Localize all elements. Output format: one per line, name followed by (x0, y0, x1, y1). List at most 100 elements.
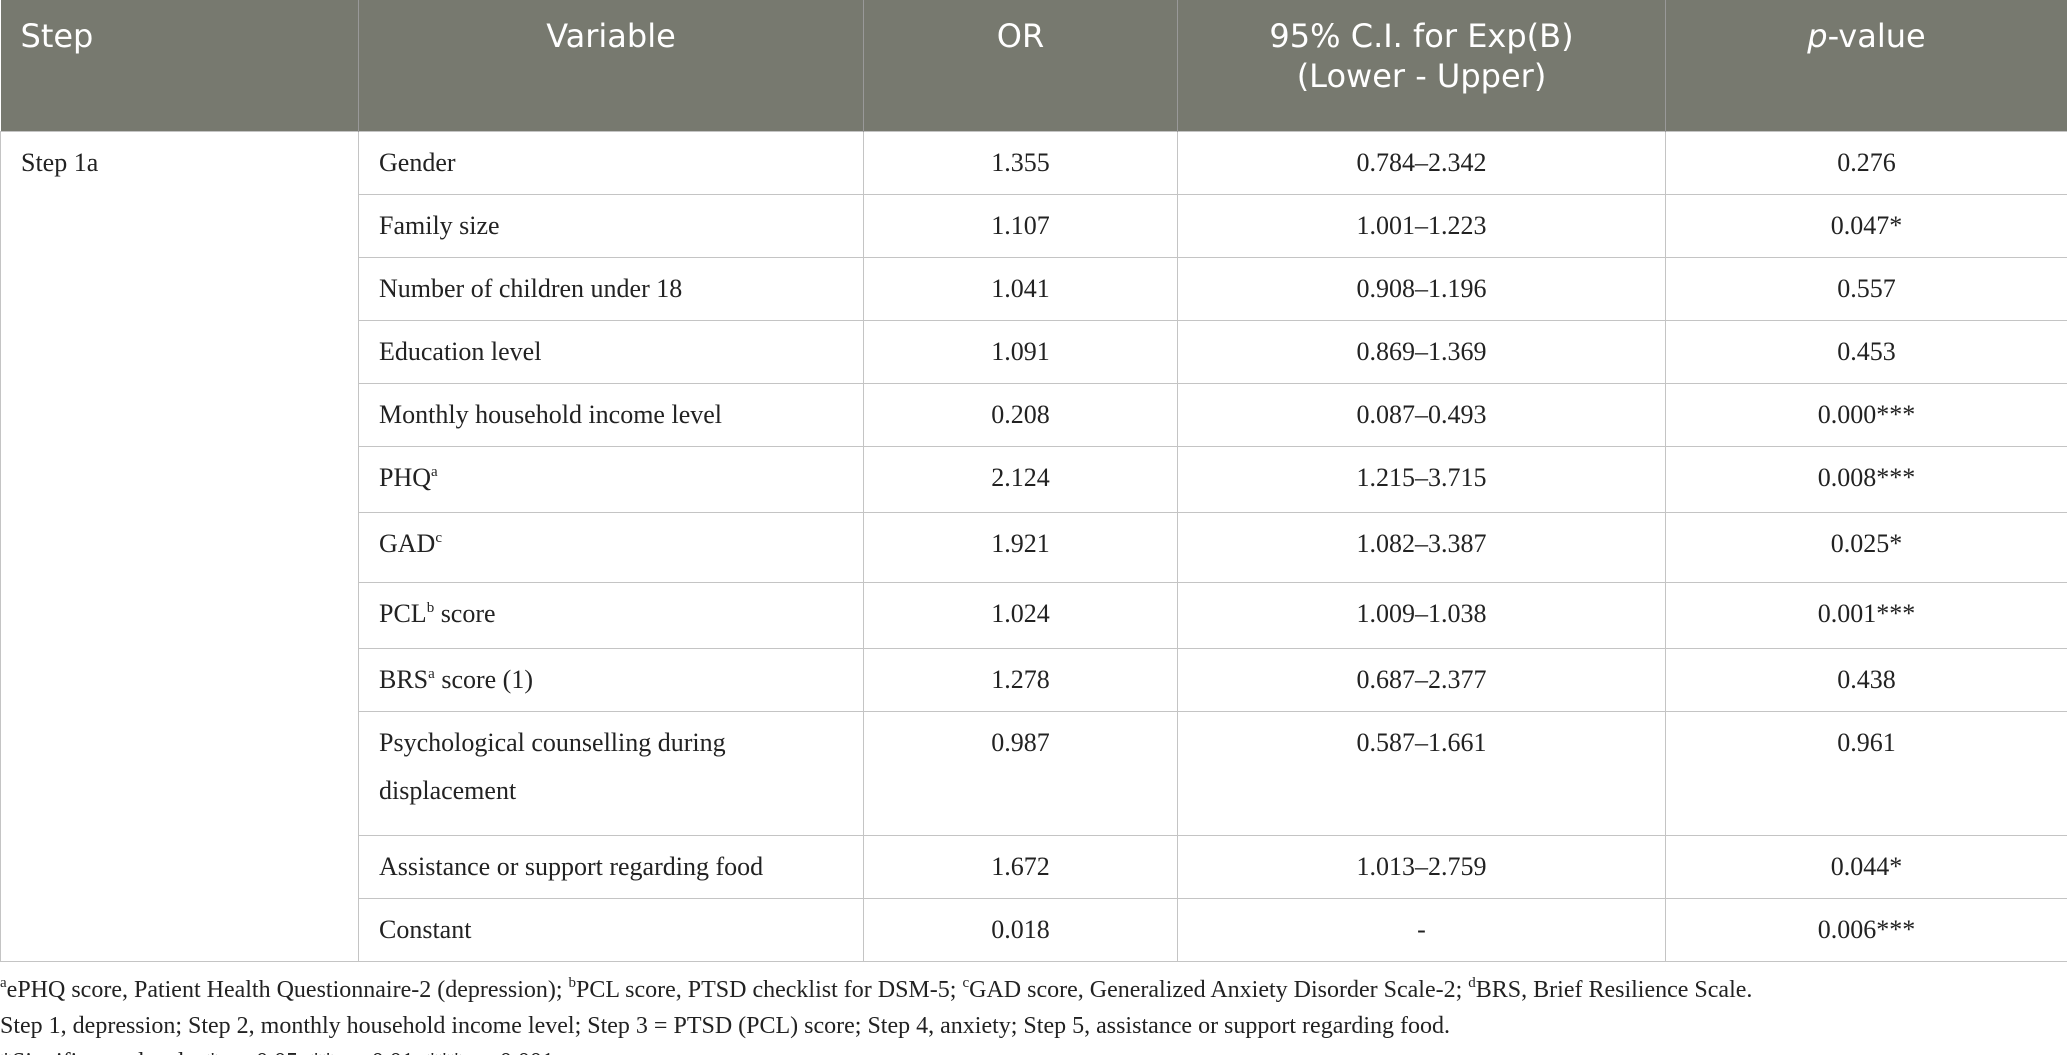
text-line: (Lower - Upper) (1296, 57, 1547, 95)
variable-text: Family size (379, 202, 819, 250)
text: -value (1827, 17, 1926, 55)
variable-cell: Gender (358, 131, 864, 195)
ci-cell: 1.082–3.387 (1177, 512, 1666, 583)
or-cell: 1.921 (863, 512, 1178, 583)
text: Assistance or support regarding food (379, 852, 764, 881)
p-cell: 0.557 (1665, 257, 2067, 321)
text: Number of children under 18 (379, 274, 683, 303)
italic: p (334, 1049, 346, 1055)
superscript: b (426, 600, 435, 616)
variable-text: Monthly household income level (379, 391, 819, 439)
or-cell: 1.024 (863, 582, 1178, 649)
superscript: a (431, 464, 438, 480)
italic: p (462, 1049, 474, 1055)
variable-cell: Assistance or support regarding food (358, 835, 864, 899)
or-cell: 1.107 (863, 194, 1178, 258)
text: *Significance levels: * (0, 1049, 219, 1055)
p-cell: 0.961 (1665, 711, 2067, 836)
variable-cell: Constant (358, 898, 864, 962)
footnote: Step 1, depression; Step 2, monthly hous… (0, 1008, 2067, 1044)
variable-cell: Number of children under 18 (358, 257, 864, 321)
text: Step (20, 17, 94, 55)
ci-cell: 1.013–2.759 (1177, 835, 1666, 899)
ci-cell: - (1177, 898, 1666, 962)
variable-header: Variable (358, 0, 864, 132)
table-row: BRSa score (1) 1.278 0.687–2.377 0.438 (1, 648, 2067, 712)
or-cell: 0.987 (863, 711, 1178, 836)
text: Constant (379, 915, 472, 944)
table-row: Education level 1.091 0.869–1.369 0.453 (1, 320, 2067, 384)
text: Family size (379, 211, 500, 240)
variable-cell: BRSa score (1) (358, 648, 864, 712)
table-row: Assistance or support regarding food 1.67… (1, 835, 2067, 899)
ci-cell: 1.215–3.715 (1177, 446, 1666, 513)
superscript: a (0, 975, 7, 991)
ci-cell: 0.087–0.493 (1177, 383, 1666, 447)
variable-text: Education level (379, 328, 819, 376)
variable-text: BRSa score (1) (379, 656, 819, 704)
or-cell: 0.208 (863, 383, 1178, 447)
variable-text: Constant (379, 906, 819, 954)
text: < 0.05, ** (231, 1049, 335, 1055)
ci-cell: 1.001–1.223 (1177, 194, 1666, 258)
superscript: d (1468, 975, 1476, 991)
italic: p (1807, 17, 1828, 55)
p-cell: 0.453 (1665, 320, 2067, 384)
table-row: PHQa 2.124 1.215–3.715 0.008*** (1, 446, 2067, 513)
ci-cell: 0.869–1.369 (1177, 320, 1666, 384)
text: Education level (379, 337, 542, 366)
ci-cell: 0.908–1.196 (1177, 257, 1666, 321)
ci-cell: 0.784–2.342 (1177, 131, 1666, 195)
variable-cell: Psychological counselling during displac… (358, 711, 864, 836)
p-cell: 0.001*** (1665, 582, 2067, 649)
step-header: Step (0, 0, 359, 132)
text: BRS (379, 665, 429, 694)
variable-text: Gender (379, 139, 819, 187)
variable-text: PCLb score (379, 590, 819, 638)
footnote: aePHQ score, Patient Health Questionnair… (0, 972, 2067, 1008)
p-cell: 0.025* (1665, 512, 2067, 583)
p-header: p-value (1665, 0, 2067, 132)
or-cell: 1.091 (863, 320, 1178, 384)
p-cell: 0.047* (1665, 194, 2067, 258)
text: score (1) (434, 665, 534, 694)
italic: p (219, 1049, 231, 1055)
superscript: c (962, 975, 970, 991)
text: PCL (379, 599, 427, 628)
variable-cell: Family size (358, 194, 864, 258)
table-row: Step 1a Gender 1.355 0.784–2.342 0.276 (0, 131, 2067, 962)
p-cell: 0.044* (1665, 835, 2067, 899)
or-cell: 2.124 (863, 446, 1178, 513)
or-cell: 1.355 (863, 131, 1178, 195)
or-cell: 0.018 (863, 898, 1178, 962)
variable-text: GADc (379, 520, 819, 568)
table-row: Constant 0.018-0.006*** (1, 898, 2067, 962)
p-cell: 0.008*** (1665, 446, 2067, 513)
text: ePHQ score, Patient Health Questionnaire… (6, 977, 569, 1003)
variable-cell: GADc (358, 512, 864, 583)
text: Psychological counselling during displac… (379, 728, 726, 805)
variable-cell: Education level (358, 320, 864, 384)
variable-cell: PCLb score (358, 582, 864, 649)
text: PHQ (379, 463, 432, 492)
text-line: 95% C.I. for Exp(B) (1269, 17, 1574, 55)
p-cell: 0.276 (1665, 131, 2067, 195)
text: score (434, 599, 496, 628)
table-body: Step 1a Gender 1.355 0.784–2.342 0.276 Family… (0, 131, 2067, 962)
results-table: Step Variable OR 95% C.I. for Exp(B) (Lower … (0, 0, 2067, 962)
header-row: Step Variable OR 95% C.I. for Exp(B) (Lower … (0, 0, 2067, 132)
step-cell: Step 1a (0, 131, 359, 962)
variable-text: Number of children under 18 (379, 265, 819, 313)
text: PCL score, PTSD checklist for DSM-5; (576, 977, 963, 1003)
ci-cell: 0.587–1.661 (1177, 711, 1666, 836)
ci-header: 95% C.I. for Exp(B) (Lower - Upper) (1177, 0, 1666, 132)
variable-text: Assistance or support regarding food (379, 843, 819, 891)
p-cell: 0.438 (1665, 648, 2067, 712)
text: GAD score, Generalized Anxiety Disorder … (969, 977, 1469, 1003)
footnote: *Significance levels: *p < 0.05, **p < 0… (0, 1044, 2067, 1055)
text: Monthly household income level (379, 400, 723, 429)
superscript: b (568, 975, 577, 991)
variable-cell: PHQa (358, 446, 864, 513)
text: BRS, Brief Resilience Scale. (1475, 977, 1753, 1003)
